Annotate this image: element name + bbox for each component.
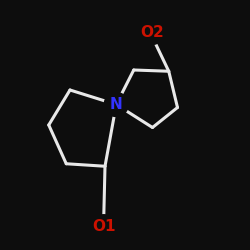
Circle shape <box>104 92 128 116</box>
Text: N: N <box>110 97 122 112</box>
Circle shape <box>140 20 164 44</box>
Text: O1: O1 <box>92 219 116 234</box>
Circle shape <box>92 215 116 239</box>
Text: O2: O2 <box>140 25 164 40</box>
